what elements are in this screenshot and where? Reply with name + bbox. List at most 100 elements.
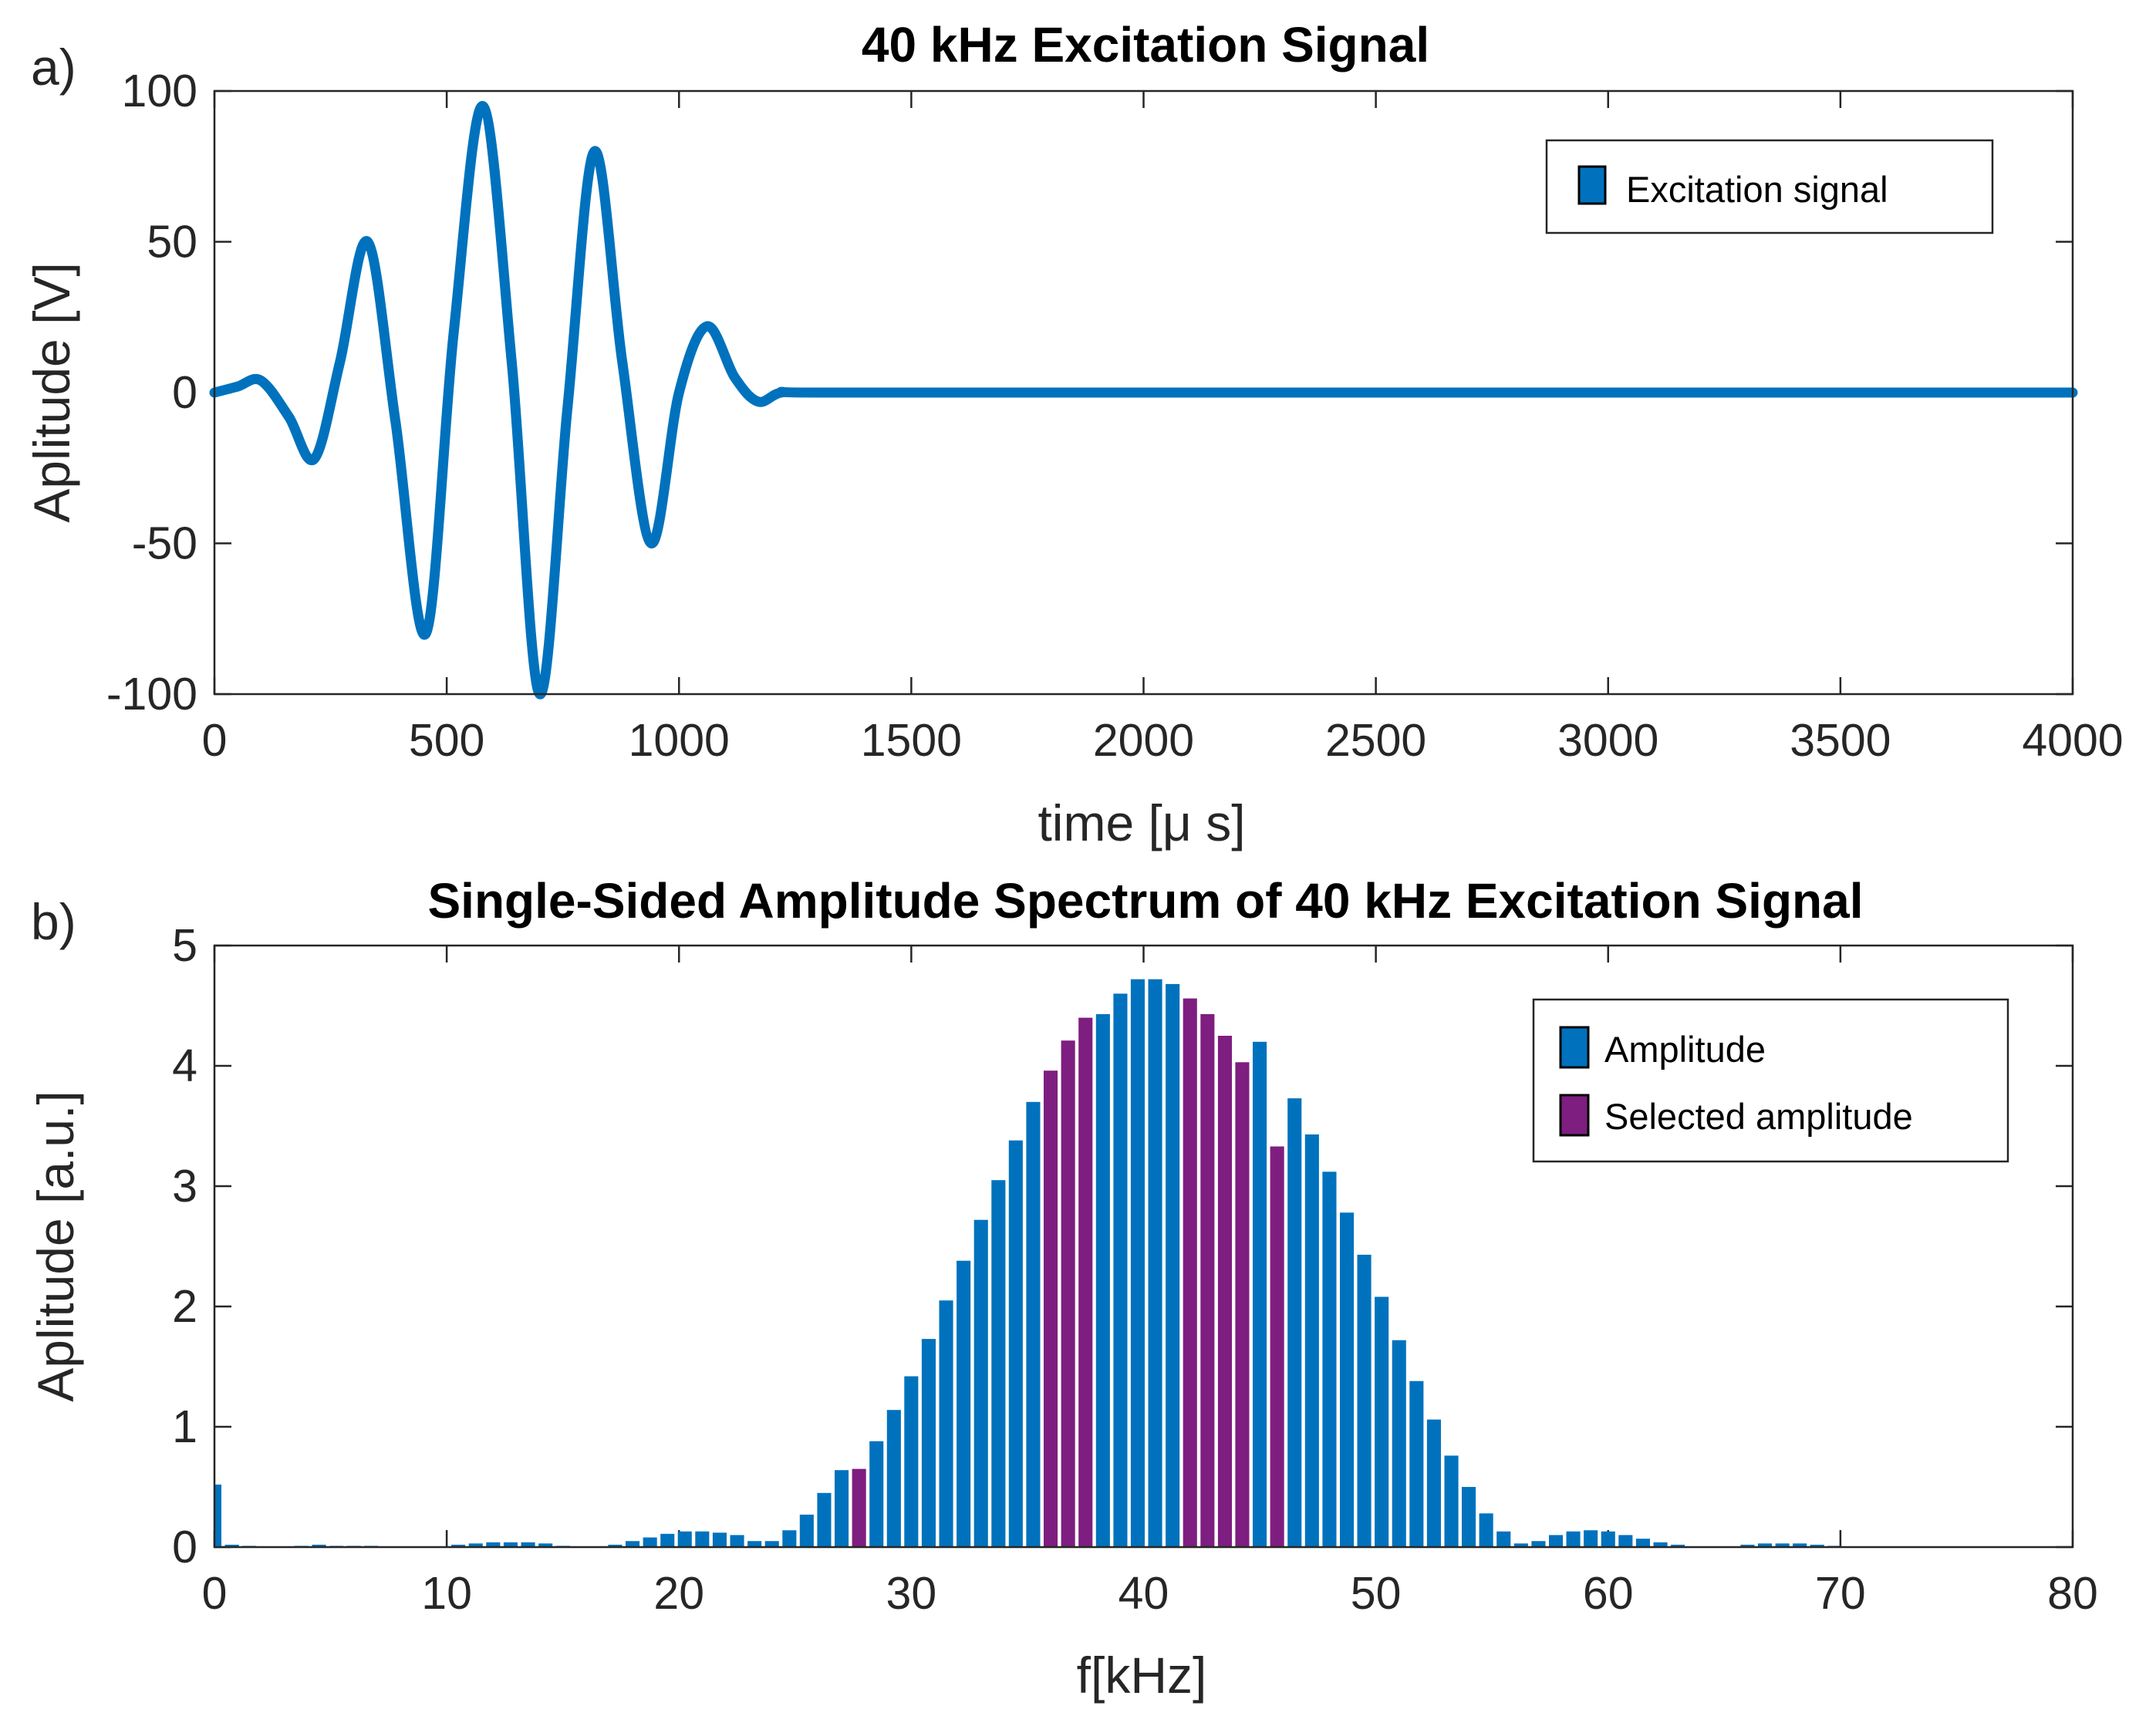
bar-amplitude	[643, 1537, 657, 1547]
bar-selected-amplitude	[1270, 1146, 1284, 1547]
panel-a-x-tick-label: 2500	[1325, 715, 1426, 766]
legend-swatch-selected-amplitude	[1559, 1094, 1590, 1137]
panel-a-ticks: 0 500 1000 1500 2000 2500 3000 3500 4000100500-5…	[106, 66, 2124, 766]
panel-b-y-tick-label: 4	[172, 1040, 197, 1091]
panel-a-x-tick-label: 1000	[629, 715, 730, 766]
bar-amplitude	[695, 1531, 710, 1547]
bar-amplitude	[1479, 1513, 1493, 1547]
bar-amplitude	[1566, 1531, 1581, 1547]
panel-b-y-tick-label: 1	[172, 1401, 197, 1452]
bar-amplitude	[224, 1544, 239, 1547]
panel-b-x-tick-label: 20	[653, 1568, 704, 1619]
panel-b-y-axis-label: Aplitude [a.u.]	[27, 1091, 84, 1402]
bar-amplitude	[1740, 1544, 1755, 1547]
panel-a-legend: Excitation signal	[1545, 139, 1994, 234]
panel-b-legend-box	[1532, 998, 2009, 1163]
bar-amplitude	[1340, 1212, 1355, 1547]
bar-amplitude	[538, 1543, 553, 1547]
panel-b-x-tick-label: 80	[2047, 1568, 2098, 1619]
panel-b-x-tick-label: 70	[1815, 1568, 1866, 1619]
bar-amplitude	[660, 1533, 675, 1547]
panel-a-x-tick-label: 3500	[1790, 715, 1891, 766]
panel-a-x-tick-label: 4000	[2022, 715, 2123, 766]
panel-a-y-tick-label: 0	[172, 367, 197, 418]
panel-b-label: b)	[31, 893, 76, 950]
panel-a-y-tick-label: -100	[106, 669, 197, 720]
panel-b-x-tick-label: 60	[1583, 1568, 1634, 1619]
bar-selected-amplitude	[1044, 1070, 1058, 1547]
bar-amplitude	[1618, 1535, 1633, 1547]
bar-amplitude	[973, 1219, 988, 1547]
bar-selected-amplitude	[1235, 1062, 1250, 1547]
bar-amplitude	[1166, 983, 1180, 1547]
bar-amplitude	[1375, 1296, 1389, 1547]
panel-a-x-tick-label: 500	[409, 715, 484, 766]
legend-swatch-amplitude	[1559, 1026, 1590, 1069]
bar-amplitude	[1671, 1544, 1685, 1547]
bar-amplitude	[712, 1532, 727, 1547]
bar-amplitude	[451, 1544, 466, 1547]
bar-selected-amplitude	[1078, 1017, 1093, 1547]
bar-amplitude	[1409, 1381, 1424, 1547]
panel-b-y-tick-label: 0	[172, 1522, 197, 1573]
bar-amplitude	[608, 1544, 623, 1547]
panel-b-x-tick-label: 40	[1118, 1568, 1169, 1619]
bar-amplitude	[886, 1410, 901, 1547]
bar-amplitude	[1322, 1172, 1337, 1547]
bar-amplitude	[817, 1492, 832, 1547]
bar-amplitude	[939, 1300, 953, 1547]
bar-amplitude	[1462, 1487, 1476, 1547]
panel-a-title: 40 kHz Excitation Signal	[862, 17, 1429, 72]
bar-amplitude	[1008, 1140, 1023, 1547]
bar-amplitude	[1148, 979, 1162, 1547]
bar-amplitude	[1635, 1539, 1650, 1547]
bar-amplitude	[835, 1470, 849, 1547]
bar-amplitude	[1549, 1535, 1564, 1547]
panel-b-y-tick-label: 3	[172, 1161, 197, 1212]
bar-selected-amplitude	[1183, 998, 1197, 1547]
panel-b-x-tick-label: 0	[202, 1568, 228, 1619]
bar-amplitude	[957, 1260, 971, 1547]
panel-b-title: Single-Sided Amplitude Spectrum of 40 kH…	[427, 873, 1863, 929]
bar-amplitude	[1775, 1543, 1790, 1547]
bar-amplitude	[1810, 1544, 1824, 1547]
legend-label-amplitude: Amplitude	[1604, 1029, 1766, 1070]
bar-amplitude	[1601, 1531, 1615, 1547]
bar-amplitude	[1392, 1340, 1406, 1547]
bar-amplitude	[1095, 1013, 1110, 1547]
bar-amplitude	[468, 1543, 483, 1547]
panel-a-y-tick-label: -50	[132, 518, 197, 569]
panel-b-bar-chart: b) Single-Sided Amplitude Spectrum of 40…	[27, 873, 2098, 1704]
panel-b-plot-area	[214, 979, 1842, 1547]
bar-amplitude	[626, 1541, 640, 1547]
bar-amplitude	[1357, 1254, 1372, 1547]
bar-amplitude	[991, 1180, 1006, 1547]
panel-a-x-tick-label: 1500	[861, 715, 962, 766]
bar-selected-amplitude	[1217, 1036, 1232, 1547]
panel-b-legend: Amplitude Selected amplitude	[1532, 998, 2009, 1163]
bar-amplitude	[1304, 1134, 1319, 1547]
panel-b-x-axis-label: f[kHz]	[1077, 1647, 1207, 1704]
bar-amplitude	[904, 1376, 919, 1547]
bar-selected-amplitude	[852, 1468, 866, 1547]
bar-amplitude	[1426, 1419, 1441, 1547]
panel-b-x-tick-label: 50	[1351, 1568, 1402, 1619]
panel-a-y-tick-label: 50	[147, 217, 197, 268]
bar-amplitude	[869, 1441, 884, 1547]
bar-selected-amplitude	[1061, 1040, 1075, 1547]
bar-amplitude	[503, 1542, 518, 1547]
bar-amplitude	[1444, 1455, 1459, 1547]
bar-amplitude	[677, 1531, 692, 1547]
bar-amplitude	[747, 1541, 762, 1547]
bar-amplitude	[799, 1514, 814, 1547]
bar-amplitude	[1513, 1543, 1528, 1547]
bar-amplitude	[782, 1530, 797, 1547]
legend-swatch-excitation-signal	[1577, 165, 1607, 205]
bar-amplitude	[1287, 1098, 1302, 1547]
bar-amplitude	[1496, 1531, 1511, 1547]
bar-amplitude	[1531, 1541, 1546, 1547]
bar-amplitude	[764, 1541, 779, 1547]
series-line-excitation-signal	[209, 101, 2078, 700]
panel-a-x-tick-label: 0	[202, 715, 228, 766]
panel-a-line-chart: a) 40 kHz Excitation Signal 0 500 1000 1500…	[23, 17, 2124, 851]
